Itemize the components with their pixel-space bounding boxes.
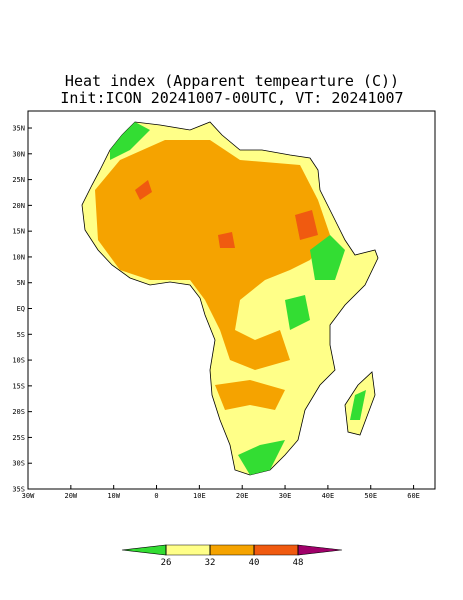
subtitle: Init:ICON 20241007-00UTC, VT: 20241007 (60, 89, 403, 107)
colorbar-segment (209, 544, 255, 556)
colorbar-label: 40 (249, 558, 260, 568)
x-tick-label: 50E (364, 492, 377, 500)
map-frame (27, 110, 436, 490)
x-tick-label: 10W (107, 492, 120, 500)
title: Heat index (Apparent tempearture (C)) (65, 72, 399, 90)
colorbar-label: 32 (205, 558, 216, 568)
y-tick-label: 30N (12, 150, 25, 158)
colorbar-segment (297, 544, 343, 556)
hot-zone (95, 140, 330, 370)
y-tick-label: 5N (17, 279, 25, 287)
cool-zone (238, 440, 285, 475)
africa-map (81, 121, 379, 476)
y-tick-label: 35S (12, 486, 25, 494)
x-tick-label: 20W (65, 492, 78, 500)
very-hot-zone (135, 180, 152, 200)
hot-zone (215, 380, 285, 410)
colorbar: 26 32 40 48 (121, 544, 343, 568)
cool-zone (285, 295, 310, 330)
y-tick-label: 10S (12, 357, 25, 365)
y-tick-label: 15S (12, 382, 25, 390)
x-tick-label: 0 (154, 492, 158, 500)
x-tick-label: 30E (279, 492, 292, 500)
cool-zone (310, 235, 345, 280)
x-tick-label: 10E (193, 492, 206, 500)
colorbar-segment (121, 544, 167, 556)
very-hot-zone (218, 232, 235, 248)
y-tick-label: 30S (12, 460, 25, 468)
x-tick-label: 20E (236, 492, 249, 500)
y-tick-label: 10N (12, 253, 25, 261)
x-tick-label: 60E (407, 492, 420, 500)
cool-zone (350, 390, 366, 420)
colorbar-label: 48 (293, 558, 304, 568)
x-tick-label: 30W (22, 492, 35, 500)
colorbar-label: 26 (161, 558, 172, 568)
y-tick-label: 20S (12, 408, 25, 416)
colorbar-segment (253, 544, 299, 556)
very-hot-zone (295, 210, 318, 240)
y-tick-label: 15N (12, 228, 25, 236)
y-tick-label: 5S (17, 331, 25, 339)
x-tick-label: 40E (322, 492, 335, 500)
y-tick-label: EQ (17, 305, 25, 313)
colorbar-segment (165, 544, 211, 556)
y-tick-label: 25N (12, 176, 25, 184)
y-tick-label: 25S (12, 434, 25, 442)
y-tick-label: 20N (12, 202, 25, 210)
y-tick-label: 35N (12, 125, 25, 133)
cool-zone (110, 122, 150, 160)
